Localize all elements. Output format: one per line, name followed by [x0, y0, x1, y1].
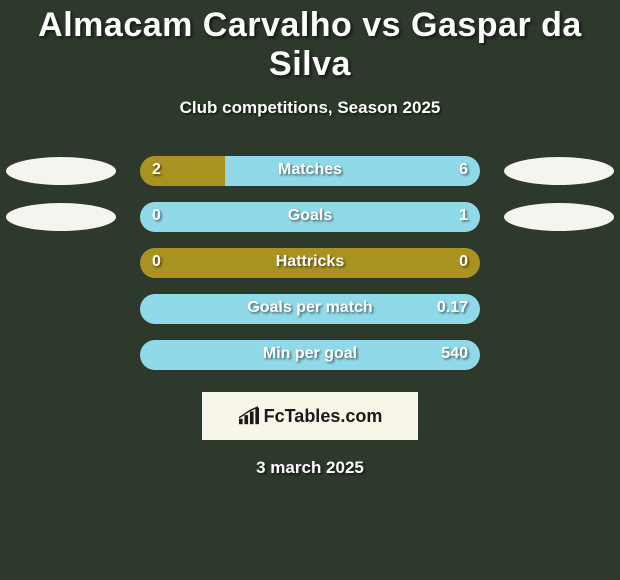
player-badge-right — [504, 157, 614, 185]
stat-row: Goals per match0.17 — [0, 294, 620, 340]
stat-value-right: 1 — [459, 207, 468, 225]
stat-value-left: 0 — [152, 253, 161, 271]
comparison-infographic: Almacam Carvalho vs Gaspar da Silva Club… — [0, 0, 620, 580]
stat-bar: Goals per match0.17 — [140, 294, 480, 324]
stat-value-right: 6 — [459, 161, 468, 179]
stat-bar: Hattricks0 0 — [140, 248, 480, 278]
stat-row: Matches2 6 — [0, 156, 620, 202]
barchart-icon — [238, 406, 260, 426]
subtitle: Club competitions, Season 2025 — [0, 98, 620, 118]
brand-text: FcTables.com — [264, 406, 383, 427]
stats-block: Matches26Goals01Hattricks00Goals per mat… — [0, 156, 620, 386]
stat-label: Hattricks — [140, 253, 480, 271]
stat-bar: Matches2 6 — [140, 156, 480, 186]
brand-box[interactable]: FcTables.com — [202, 392, 418, 440]
stat-value-right: 0 — [459, 253, 468, 271]
stat-row: Goals0 1 — [0, 202, 620, 248]
stat-row: Hattricks0 0 — [0, 248, 620, 294]
stat-label: Goals per match — [140, 299, 480, 317]
page-title: Almacam Carvalho vs Gaspar da Silva — [0, 6, 620, 84]
stat-bar: Goals0 1 — [140, 202, 480, 232]
player-badge-left — [6, 203, 116, 231]
stat-value-left: 2 — [152, 161, 161, 179]
player-badge-right — [504, 203, 614, 231]
stat-bar: Min per goal540 — [140, 340, 480, 370]
stat-label: Matches — [140, 161, 480, 179]
stat-value-right: 0.17 — [437, 299, 468, 317]
stat-label: Min per goal — [140, 345, 480, 363]
stat-value-left: 0 — [152, 207, 161, 225]
stat-row: Min per goal540 — [0, 340, 620, 386]
footer-date: 3 march 2025 — [0, 458, 620, 478]
player-badge-left — [6, 157, 116, 185]
stat-value-right: 540 — [441, 345, 468, 363]
stat-label: Goals — [140, 207, 480, 225]
